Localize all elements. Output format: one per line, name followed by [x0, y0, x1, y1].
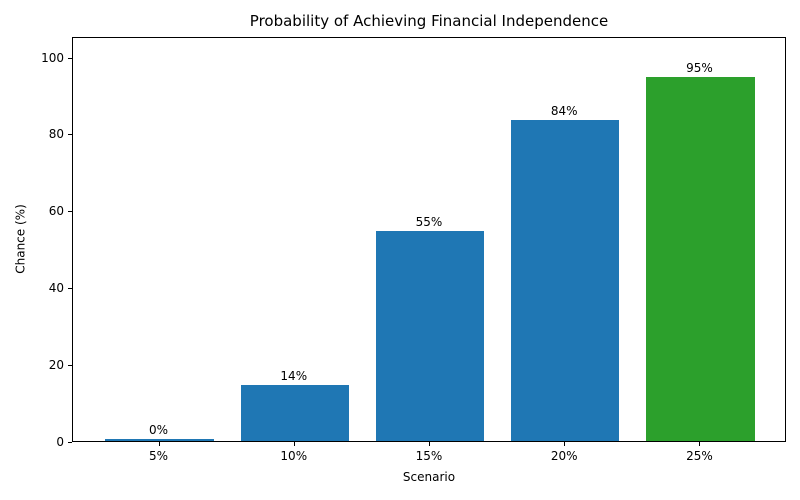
y-tick-label: 60 — [48, 204, 64, 219]
x-tick-mark — [564, 442, 566, 446]
bar-value-label: 0% — [149, 423, 169, 438]
y-tick-label: 40 — [48, 280, 64, 295]
bar-value-label: 14% — [280, 369, 308, 384]
x-tick-label: 15% — [415, 449, 443, 463]
y-tick-mark — [68, 441, 72, 443]
y-tick-mark — [68, 287, 72, 289]
x-tick-mark — [293, 442, 295, 446]
x-tick-label: 20% — [550, 449, 578, 463]
x-tick-mark — [699, 442, 701, 446]
y-tick-mark — [68, 134, 72, 136]
x-axis-label: Scenario — [402, 470, 456, 484]
x-tick-mark — [429, 442, 430, 446]
y-tick-mark — [68, 57, 72, 59]
y-tick-label: 100 — [41, 50, 64, 65]
bar — [105, 439, 214, 441]
y-tick-mark — [68, 364, 72, 366]
x-tick-label: 10% — [280, 449, 308, 463]
y-axis-label: Chance (%) — [13, 204, 28, 274]
y-tick-mark — [68, 211, 72, 213]
x-tick-mark — [158, 442, 160, 446]
bar-value-label: 55% — [415, 214, 443, 229]
x-tick-label: 25% — [686, 449, 713, 463]
chart-title: Probability of Achieving Financial Indep… — [249, 12, 609, 30]
bar — [240, 385, 349, 441]
y-tick-label: 80 — [48, 127, 64, 142]
y-tick-label: 0 — [56, 434, 64, 449]
bar — [646, 76, 755, 441]
bar-value-label: 84% — [550, 104, 578, 119]
bar — [375, 230, 485, 441]
bar — [511, 120, 620, 441]
y-tick-label: 20 — [48, 357, 64, 372]
x-tick-label: 5% — [149, 449, 169, 463]
plot-area — [72, 37, 786, 442]
bar-value-label: 95% — [686, 60, 713, 75]
